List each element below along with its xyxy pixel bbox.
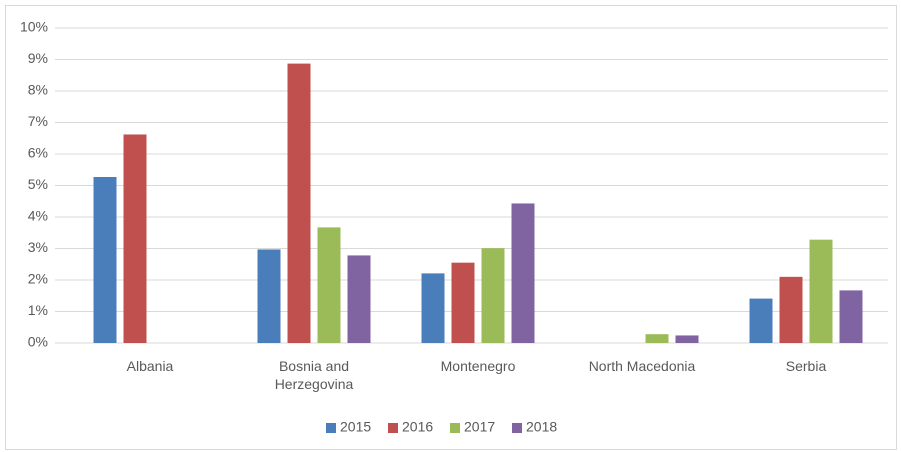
bar: [839, 290, 863, 343]
y-tick-label: 10%: [20, 19, 48, 35]
y-tick-label: 4%: [28, 208, 48, 224]
bar: [287, 63, 311, 343]
legend-label: 2015: [340, 419, 371, 435]
x-tick-label: Bosnia and Herzegovina: [274, 358, 354, 392]
legend-label: 2017: [464, 419, 495, 435]
x-tick-label: Montenegro: [440, 358, 516, 374]
y-tick-label: 5%: [28, 176, 48, 192]
x-tick-label: North Macedonia: [588, 358, 696, 374]
y-tick-label: 6%: [28, 145, 48, 161]
bar: [347, 255, 371, 343]
bar: [123, 134, 147, 343]
bar: [421, 273, 445, 343]
bar: [317, 227, 341, 343]
legend-swatch: [326, 423, 336, 433]
chart-border: [5, 5, 897, 450]
legend-swatch: [512, 423, 522, 433]
x-tick-label: Serbia: [785, 358, 827, 374]
bar: [451, 262, 475, 343]
bar: [675, 335, 699, 343]
bar: [511, 203, 535, 343]
legend-swatch: [450, 423, 460, 433]
y-tick-label: 0%: [28, 334, 48, 350]
y-tick-label: 9%: [28, 50, 48, 66]
y-tick-label: 2%: [28, 271, 48, 287]
bar: [645, 334, 669, 343]
x-tick-label: Albania: [126, 358, 174, 374]
legend-swatch: [388, 423, 398, 433]
bar: [257, 249, 281, 343]
y-tick-label: 1%: [28, 302, 48, 318]
bar: [749, 298, 773, 343]
bar: [779, 276, 803, 343]
bar: [481, 248, 505, 343]
bar: [809, 239, 833, 343]
legend-label: 2016: [402, 419, 433, 435]
y-tick-label: 3%: [28, 239, 48, 255]
bar: [93, 176, 117, 343]
legend-label: 2018: [526, 419, 557, 435]
y-tick-label: 7%: [28, 113, 48, 129]
y-tick-label: 8%: [28, 82, 48, 98]
